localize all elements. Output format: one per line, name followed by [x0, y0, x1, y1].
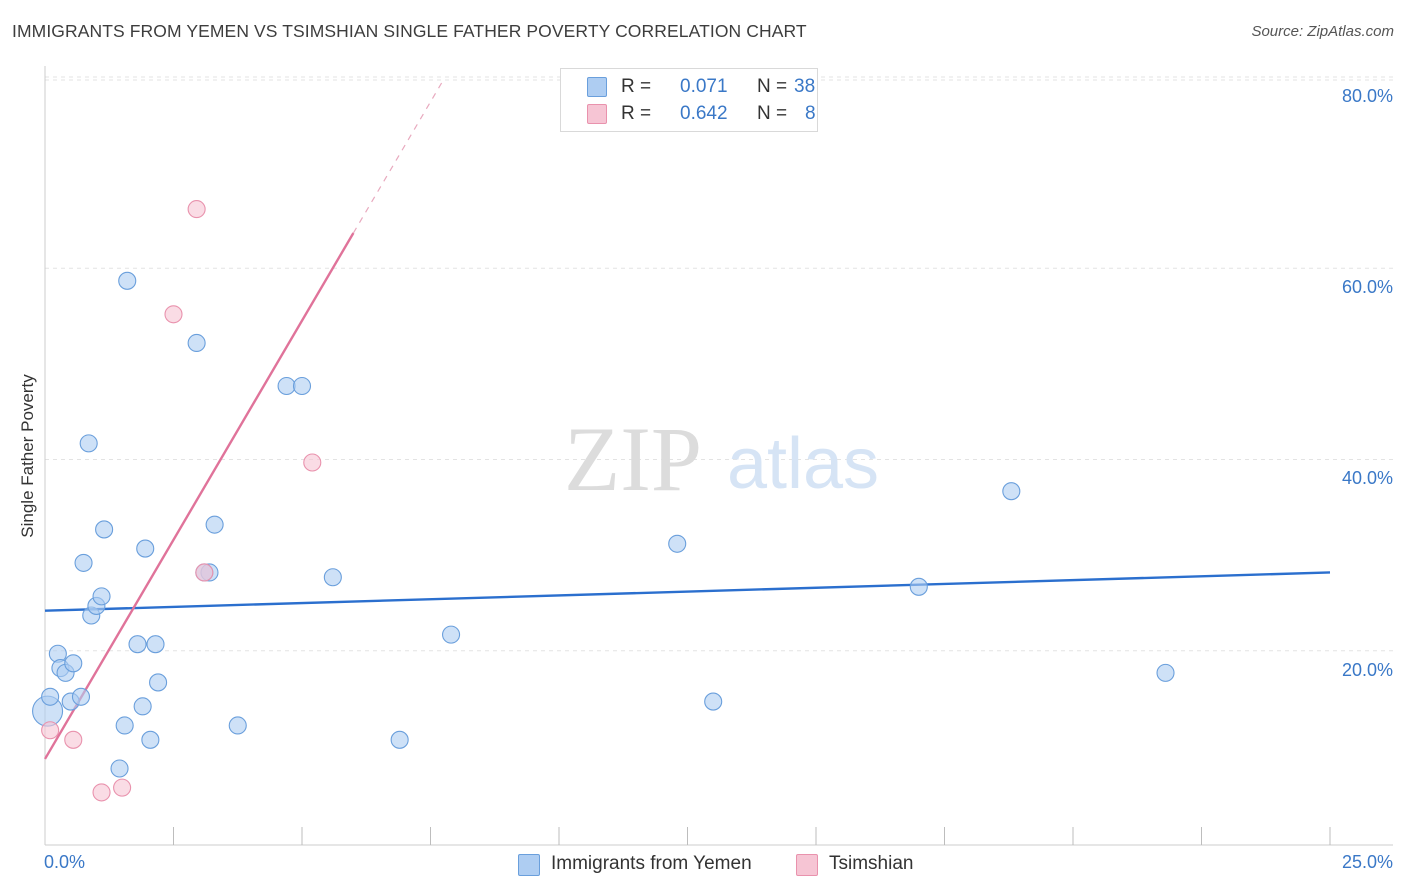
chart-title: IMMIGRANTS FROM YEMEN VS TSIMSHIAN SINGL…: [12, 21, 807, 41]
point-yemen: [277, 376, 296, 396]
point-yemen: [228, 716, 247, 735]
point-yemen: [442, 625, 461, 644]
point-yemen: [149, 673, 168, 692]
point-yemen: [292, 376, 312, 396]
point-tsimshian: [187, 200, 206, 219]
legend-n-label: N =: [757, 76, 788, 97]
trend-line-yemen: [44, 571, 1331, 612]
x-tick-label-max: 25.0%: [1341, 852, 1393, 872]
x-tick-label-min: 0.0%: [44, 852, 86, 872]
point-yemen: [704, 692, 723, 711]
point-yemen: [205, 515, 224, 534]
point-yemen: [141, 730, 160, 749]
point-yemen: [1002, 482, 1021, 501]
axes: [44, 66, 1393, 846]
legend-n-value-yemen: 38: [794, 76, 816, 97]
point-tsimshian: [164, 305, 183, 324]
y-tick-label-80: 80.0%: [1341, 86, 1393, 106]
point-yemen: [92, 587, 111, 606]
point-yemen: [79, 434, 98, 453]
y-axis-label: Single Father Poverty: [18, 374, 37, 538]
series-label-tsimshian: Tsimshian: [829, 853, 914, 874]
source-credit: Source: ZipAtlas.com: [1251, 23, 1394, 40]
point-tsimshian: [92, 783, 111, 802]
point-yemen: [909, 577, 928, 596]
legend-r-label: R =: [621, 103, 652, 124]
trend-line-tsimshian: [43, 232, 355, 760]
correlation-legend: R = 0.071 N = 38 R = 0.642 N = 8: [560, 68, 818, 132]
y-tick-label-20: 20.0%: [1341, 660, 1393, 680]
point-yemen: [118, 271, 137, 290]
point-yemen: [71, 687, 91, 706]
point-tsimshian: [64, 730, 83, 749]
point-yemen: [95, 520, 114, 539]
point-yemen: [110, 759, 129, 778]
gridlines: [45, 76, 1393, 652]
point-yemen: [64, 654, 83, 673]
trend-lines: [43, 79, 1331, 760]
point-tsimshian: [303, 453, 322, 472]
point-yemen: [115, 716, 134, 735]
point-yemen: [323, 568, 342, 587]
watermark-atlas: atlas: [727, 424, 879, 504]
point-tsimshian: [195, 563, 214, 582]
series-swatch-yemen: [518, 854, 540, 876]
legend-r-value-yemen: 0.071: [680, 76, 728, 97]
trend-line-tsimshian-extension: [352, 79, 444, 234]
point-tsimshian: [113, 778, 132, 797]
point-yemen: [136, 539, 155, 558]
point-yemen: [187, 333, 206, 353]
data-points: [32, 200, 1175, 802]
y-tick-label-40: 40.0%: [1341, 468, 1393, 488]
legend-swatch-tsimshian: [587, 104, 607, 124]
point-yemen: [146, 635, 165, 654]
watermark-zip: ZIP: [564, 408, 702, 510]
legend-r-value-tsimshian: 0.642: [680, 103, 728, 124]
point-yemen: [133, 697, 152, 716]
legend-r-label: R =: [621, 76, 652, 97]
legend-n-value-tsimshian: 8: [805, 103, 816, 124]
point-yemen: [1156, 663, 1175, 682]
point-tsimshian: [41, 721, 60, 740]
point-yemen: [41, 687, 60, 706]
watermark: ZIP atlas: [564, 408, 879, 510]
y-tick-label-60: 60.0%: [1341, 277, 1393, 297]
point-yemen: [128, 635, 147, 654]
point-yemen: [668, 534, 687, 553]
legend-n-label: N =: [757, 103, 788, 124]
point-yemen: [74, 553, 93, 572]
series-swatch-tsimshian: [796, 854, 818, 876]
point-yemen: [390, 730, 409, 749]
legend-swatch-yemen: [587, 77, 607, 97]
series-label-yemen: Immigrants from Yemen: [551, 853, 752, 874]
